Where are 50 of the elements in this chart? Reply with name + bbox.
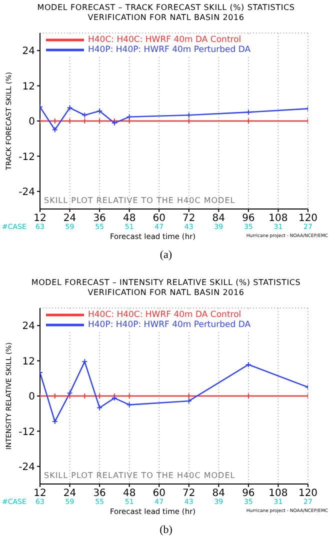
- y-tick-label: 0: [28, 116, 35, 128]
- point: [96, 404, 103, 411]
- y-tick-label: 0: [28, 392, 35, 403]
- legend-label: H40C: H40C: HWRF 40m DA Control: [88, 310, 242, 320]
- annotation: SKILL PLOT RELATIVE TO THE H40C MODEL: [44, 471, 236, 480]
- x-tick-label: 84: [212, 213, 226, 224]
- y-tick-label: 24: [22, 46, 35, 58]
- x-tick-label: 84: [212, 488, 226, 500]
- legend-label: H40C: H40C: HWRF 40m DA Control: [88, 35, 242, 45]
- x-tick-label: 60: [152, 213, 166, 224]
- x-tick-label: 108: [268, 488, 288, 500]
- legend-label: H40P: H40P: HWRF 40m Perturbed DA: [88, 45, 251, 55]
- point: [245, 362, 252, 368]
- point: [82, 358, 88, 365]
- point: [66, 390, 73, 396]
- y-tick-label: -24: [18, 186, 35, 198]
- text: (b): [158, 524, 174, 536]
- x-tick-label: 96: [242, 488, 255, 500]
- x-tick-label: 24: [63, 488, 76, 500]
- x-tick-label: 60: [152, 488, 166, 500]
- x-tick-label: 48: [122, 213, 136, 224]
- x-tick-label: 120: [298, 213, 318, 224]
- point: [126, 114, 132, 120]
- x-tick-label: 96: [242, 213, 255, 224]
- point: [126, 402, 132, 408]
- chart-title: MODEL FORECAST – INTENSITY RELATIVE SKILL (%) STATISTICS: [30, 278, 302, 288]
- chart-title: MODEL FORECAST – TRACK FORECAST SKILL (%) STATISTICS: [36, 3, 296, 13]
- x-tick-label: 108: [268, 213, 288, 224]
- point: [66, 104, 73, 111]
- annotation: SKILL PLOT RELATIVE TO THE H40C MODEL: [44, 196, 236, 205]
- x-tick-label: 24: [63, 213, 76, 224]
- point: [82, 112, 88, 118]
- y-tick-label: 24: [22, 321, 35, 332]
- text: (a): [158, 249, 174, 261]
- y-tick-label: 12: [22, 356, 35, 368]
- x-tick-label: 120: [298, 488, 318, 500]
- y-tick-label: -12: [18, 152, 35, 163]
- x-tick-label: 72: [182, 488, 196, 500]
- chart-subtitle: VERIFICATION FOR NATL BASIN 2016: [86, 288, 246, 298]
- legend-label: H40P: H40P: HWRF 40m Perturbed DA: [88, 320, 251, 330]
- point: [186, 112, 192, 118]
- point: [52, 126, 58, 133]
- x-tick-label: 72: [182, 213, 196, 224]
- y-tick-label: -12: [18, 426, 35, 438]
- y-tick-label: 12: [22, 81, 35, 92]
- y-tick-label: -24: [18, 462, 35, 473]
- x-tick-label: 48: [122, 488, 136, 500]
- chart-subtitle: VERIFICATION FOR NATL BASIN 2016: [86, 13, 246, 23]
- x-tick-label: 36: [93, 213, 106, 224]
- x-tick-label: 36: [93, 488, 106, 500]
